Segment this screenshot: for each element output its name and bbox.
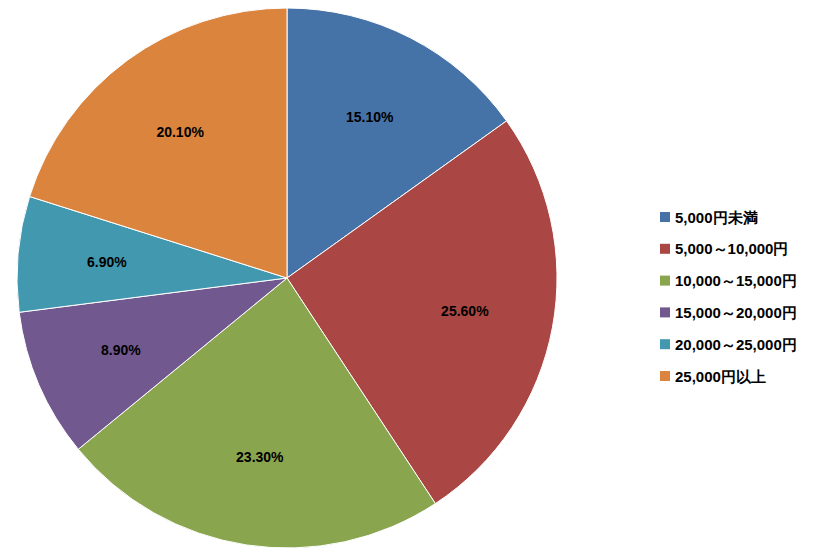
legend-label: 10,000～15,000円: [675, 272, 797, 289]
pie: [17, 8, 557, 548]
legend-entry: 20,000～25,000円: [660, 336, 797, 353]
data-label: 15.10%: [346, 109, 394, 125]
legend-label: 15,000～20,000円: [675, 304, 797, 321]
legend-label: 25,000円以上: [675, 368, 766, 385]
legend-entry: 5,000～10,000円: [660, 240, 788, 257]
legend-swatch: [660, 212, 670, 222]
legend-label: 5,000～10,000円: [675, 240, 788, 257]
data-label: 25.60%: [441, 303, 489, 319]
legend-swatch: [660, 307, 670, 317]
legend-entry: 25,000円以上: [660, 368, 766, 385]
legend-swatch: [660, 339, 670, 349]
data-label: 8.90%: [101, 342, 141, 358]
legend-entry: 10,000～15,000円: [660, 272, 797, 289]
legend-entry: 5,000円未満: [660, 209, 758, 226]
legend: 5,000円未満 5,000～10,000円 10,000～15,000円 15,00…: [660, 209, 797, 385]
data-labels: 15.10% 25.60% 23.30% 8.90% 6.90% 20.10%: [87, 109, 489, 465]
legend-swatch: [660, 244, 670, 254]
legend-label: 20,000～25,000円: [675, 336, 797, 353]
legend-entry: 15,000～20,000円: [660, 304, 797, 321]
legend-label: 5,000円未満: [675, 209, 758, 226]
legend-swatch: [660, 371, 670, 381]
data-label: 6.90%: [87, 254, 127, 270]
data-label: 20.10%: [156, 124, 204, 140]
pie-slice: [30, 8, 287, 278]
data-label: 23.30%: [236, 449, 284, 465]
chart: 15.10% 25.60% 23.30% 8.90% 6.90% 20.10% 5,000円…: [0, 0, 837, 555]
legend-swatch: [660, 276, 670, 286]
